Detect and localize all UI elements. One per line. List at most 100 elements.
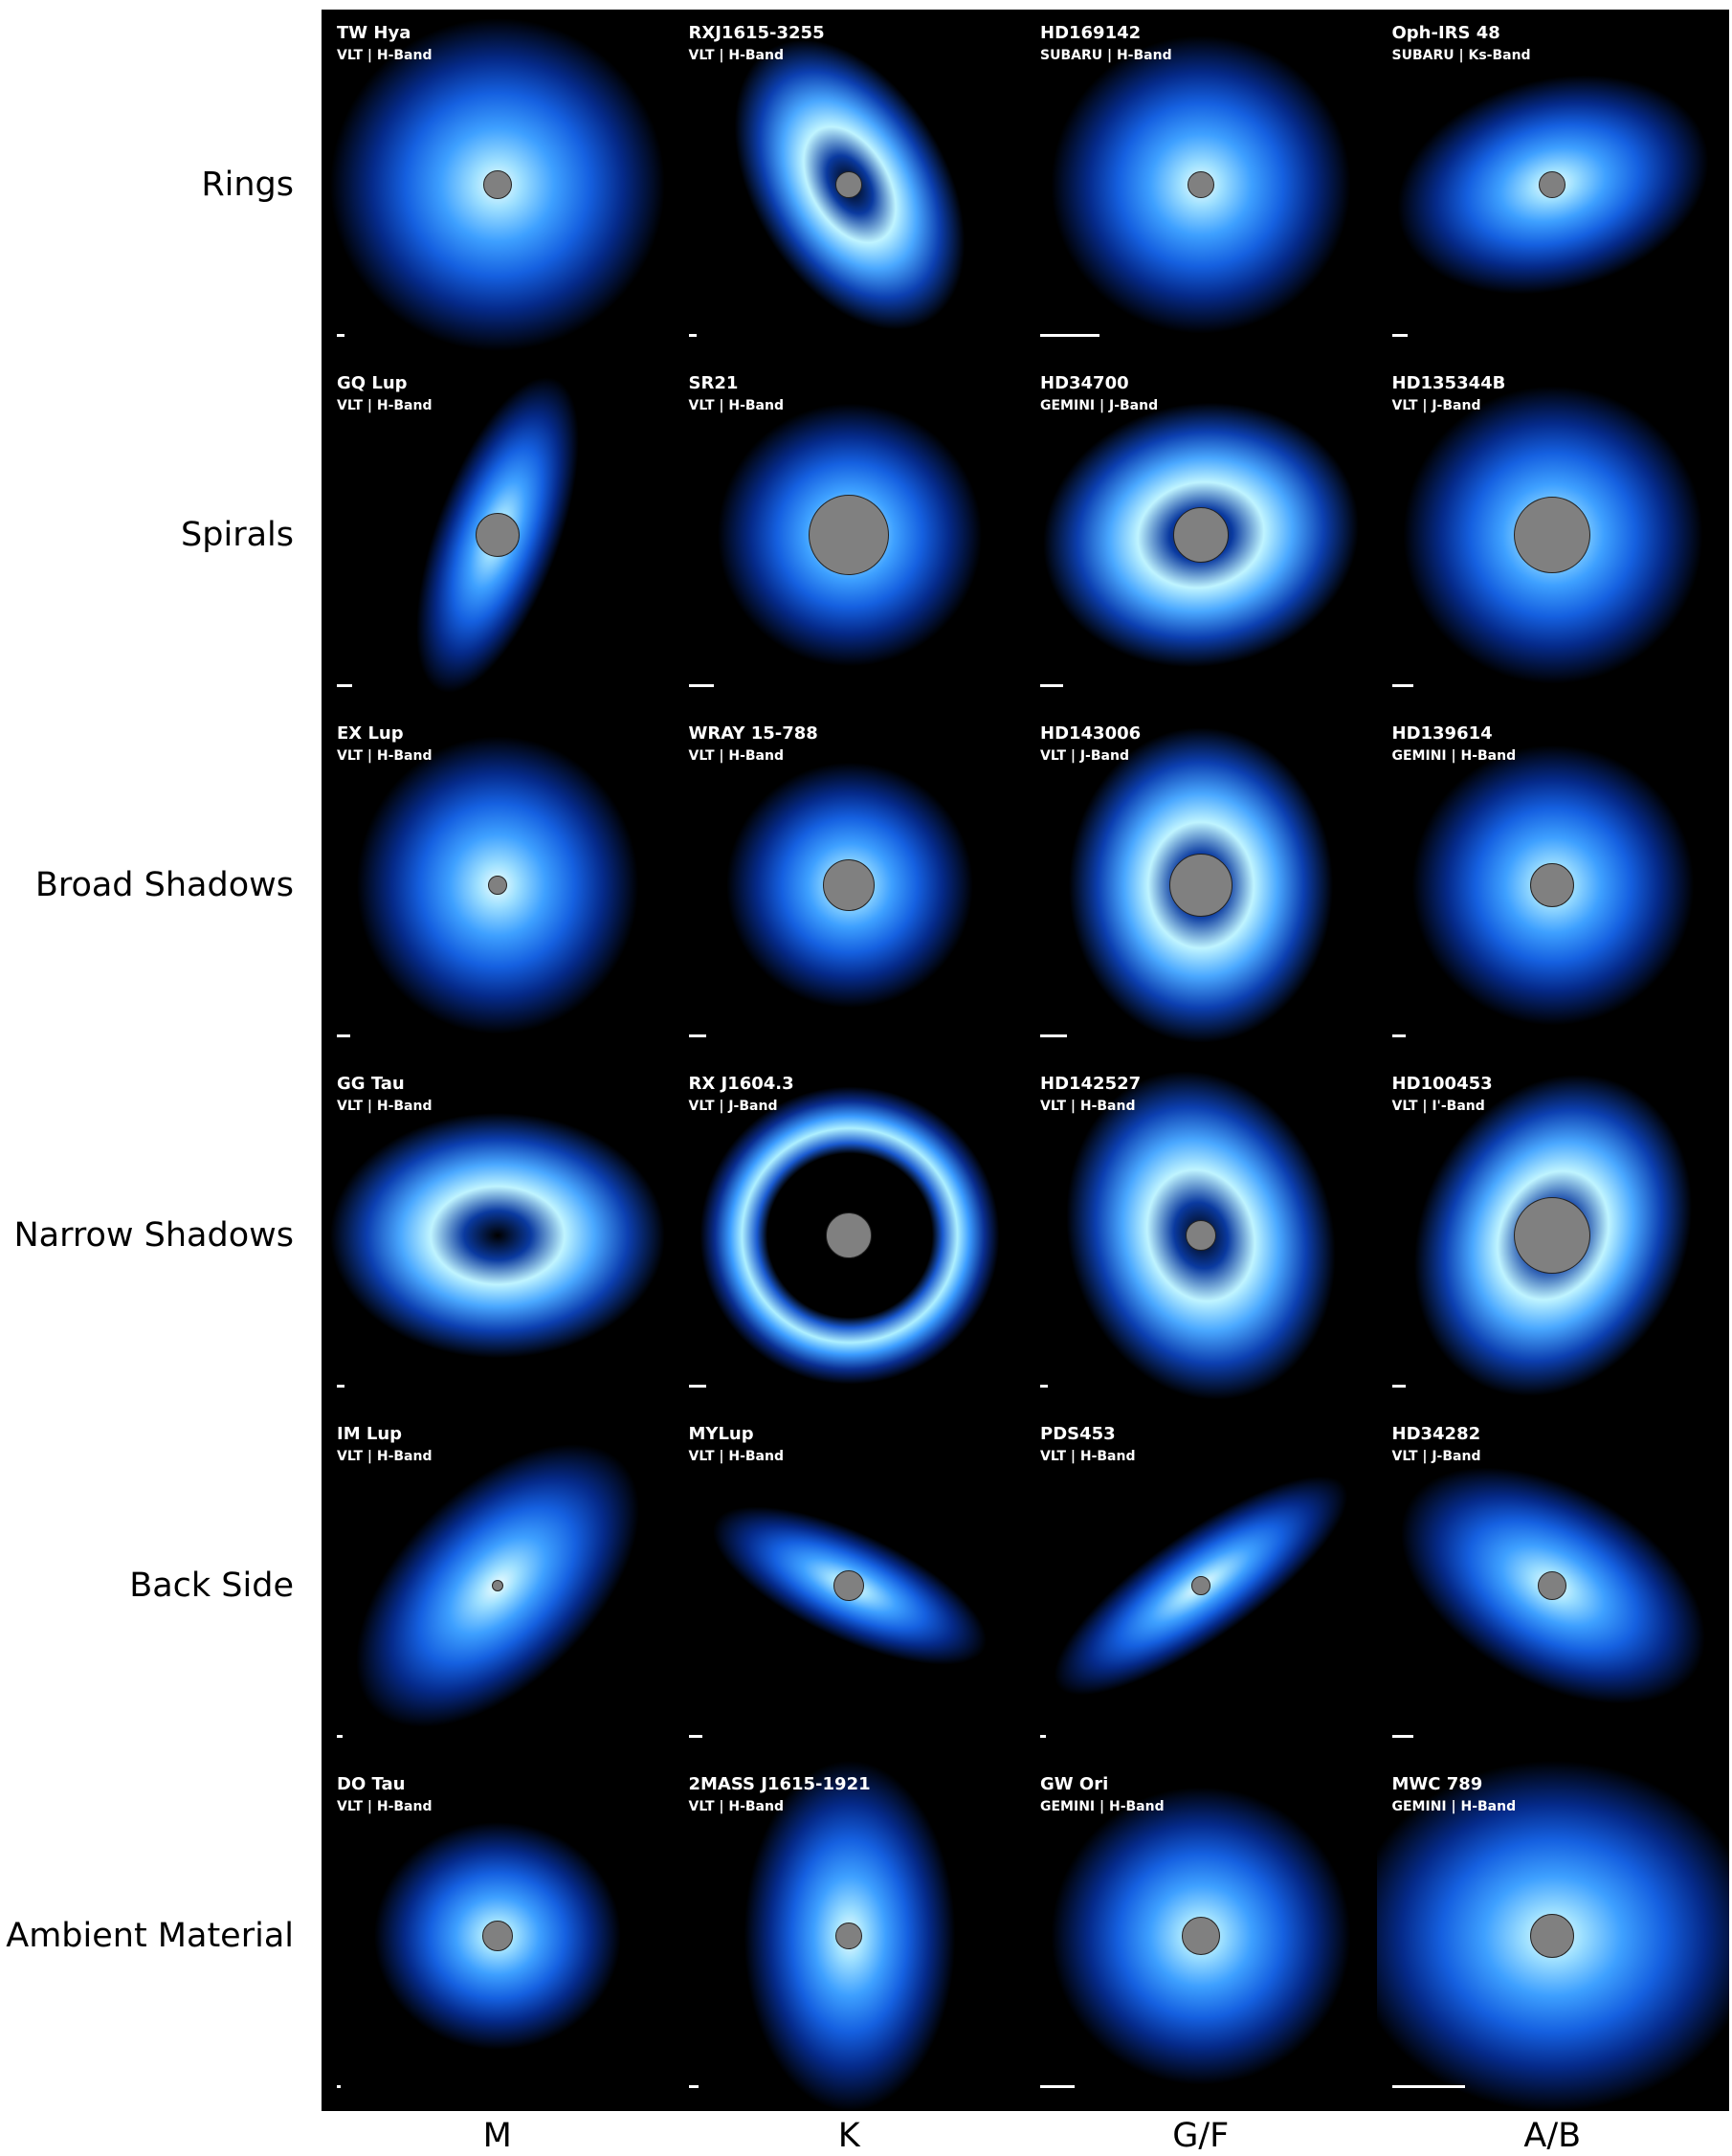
row-label: Narrow Shadows bbox=[13, 1216, 294, 1255]
instrument-band: GEMINI | H-Band bbox=[1391, 1799, 1517, 1814]
coronagraph-mask bbox=[1514, 1197, 1591, 1274]
scale-bar bbox=[1040, 684, 1063, 687]
row-label: Rings bbox=[201, 166, 294, 204]
scale-bar bbox=[688, 1735, 702, 1738]
image-panel: Oph-IRS 48 SUBARU | Ks-Band bbox=[1376, 10, 1729, 360]
target-name: HD169142 bbox=[1040, 23, 1142, 43]
scale-bar bbox=[1040, 1735, 1046, 1738]
coronagraph-mask bbox=[1530, 1914, 1575, 1958]
instrument-band: GEMINI | H-Band bbox=[1391, 748, 1517, 764]
scale-bar bbox=[1040, 1385, 1048, 1388]
coronagraph-mask bbox=[809, 495, 890, 575]
target-name: Oph-IRS 48 bbox=[1391, 23, 1500, 43]
scale-bar bbox=[337, 684, 352, 687]
scale-bar bbox=[1040, 334, 1099, 337]
target-name: GQ Lup bbox=[337, 373, 408, 393]
scale-bar bbox=[1391, 1735, 1413, 1738]
image-panel: RX J1604.3 VLT | J-Band bbox=[673, 1060, 1026, 1411]
coronagraph-mask bbox=[487, 876, 507, 895]
target-name: GW Ori bbox=[1040, 1774, 1109, 1794]
coronagraph-mask bbox=[826, 1212, 873, 1258]
target-name: MWC 789 bbox=[1391, 1774, 1483, 1794]
target-name: 2MASS J1615-1921 bbox=[688, 1774, 871, 1794]
row-label: Back Side bbox=[129, 1567, 294, 1605]
instrument-band: VLT | H-Band bbox=[1040, 1449, 1136, 1464]
image-panel: HD143006 VLT | J-Band bbox=[1025, 710, 1377, 1060]
coronagraph-mask bbox=[491, 1580, 503, 1591]
coronagraph-mask bbox=[1181, 1917, 1220, 1955]
image-panel: HD100453 VLT | I'-Band bbox=[1376, 1060, 1729, 1411]
coronagraph-mask bbox=[482, 170, 512, 199]
instrument-band: VLT | H-Band bbox=[688, 398, 784, 413]
image-panel: HD169142 SUBARU | H-Band bbox=[1025, 10, 1377, 360]
target-name: HD142527 bbox=[1040, 1074, 1142, 1094]
target-name: SR21 bbox=[688, 373, 739, 393]
instrument-band: VLT | H-Band bbox=[688, 48, 784, 63]
image-panel: MWC 789 GEMINI | H-Band bbox=[1376, 1761, 1729, 2111]
coronagraph-mask bbox=[833, 1570, 865, 1601]
instrument-band: VLT | J-Band bbox=[1391, 1449, 1481, 1464]
target-name: HD34700 bbox=[1040, 373, 1129, 393]
instrument-band: SUBARU | Ks-Band bbox=[1391, 48, 1531, 63]
image-panel: HD34282 VLT | J-Band bbox=[1376, 1411, 1729, 1761]
coronagraph-mask bbox=[1172, 507, 1229, 563]
coronagraph-mask bbox=[835, 171, 863, 198]
coronagraph-mask bbox=[1168, 854, 1232, 917]
instrument-band: VLT | H-Band bbox=[688, 1449, 784, 1464]
instrument-band: VLT | H-Band bbox=[337, 48, 433, 63]
scale-bar bbox=[688, 1385, 706, 1388]
image-panel: WRAY 15-788 VLT | H-Band bbox=[673, 710, 1026, 1060]
scale-bar bbox=[688, 334, 697, 337]
scale-bar bbox=[1391, 684, 1413, 687]
coronagraph-mask bbox=[1514, 497, 1591, 573]
instrument-band: GEMINI | J-Band bbox=[1040, 398, 1159, 413]
image-panel: GG Tau VLT | H-Band bbox=[322, 1060, 674, 1411]
scale-bar bbox=[1040, 2085, 1075, 2088]
image-panel: HD142527 VLT | H-Band bbox=[1025, 1060, 1377, 1411]
row-label: Broad Shadows bbox=[34, 866, 294, 904]
image-panel: HD139614 GEMINI | H-Band bbox=[1376, 710, 1729, 1060]
coronagraph-mask bbox=[1538, 1571, 1567, 1600]
target-name: HD143006 bbox=[1040, 723, 1142, 744]
scale-bar bbox=[337, 1034, 350, 1037]
image-panel: TW Hya VLT | H-Band bbox=[322, 10, 674, 360]
coronagraph-mask bbox=[823, 859, 876, 911]
target-name: RX J1604.3 bbox=[688, 1074, 794, 1094]
instrument-band: VLT | H-Band bbox=[688, 1799, 784, 1814]
coronagraph-mask bbox=[835, 1923, 863, 1949]
instrument-band: VLT | J-Band bbox=[1040, 748, 1129, 764]
image-panel: GQ Lup VLT | H-Band bbox=[322, 360, 674, 710]
disk-image bbox=[330, 1112, 665, 1359]
target-name: HD34282 bbox=[1391, 1424, 1481, 1444]
target-name: EX Lup bbox=[337, 723, 404, 744]
instrument-band: VLT | H-Band bbox=[337, 1449, 433, 1464]
scale-bar bbox=[1391, 1385, 1406, 1388]
coronagraph-mask bbox=[1530, 863, 1575, 907]
scale-bar bbox=[337, 1385, 344, 1388]
coronagraph-mask bbox=[481, 1921, 513, 1951]
scale-bar bbox=[337, 1735, 343, 1738]
instrument-band: GEMINI | H-Band bbox=[1040, 1799, 1165, 1814]
image-panel: EX Lup VLT | H-Band bbox=[322, 710, 674, 1060]
scale-bar bbox=[1391, 1034, 1406, 1037]
instrument-band: VLT | J-Band bbox=[688, 1099, 778, 1114]
coronagraph-mask bbox=[1190, 1576, 1210, 1595]
target-name: GG Tau bbox=[337, 1074, 405, 1094]
instrument-band: VLT | H-Band bbox=[337, 1099, 433, 1114]
column-label: M bbox=[482, 2117, 512, 2155]
target-name: MYLup bbox=[688, 1424, 754, 1444]
image-panel: RXJ1615-3255 VLT | H-Band bbox=[673, 10, 1026, 360]
instrument-band: VLT | H-Band bbox=[1040, 1099, 1136, 1114]
row-label: Ambient Material bbox=[6, 1917, 294, 1955]
target-name: HD139614 bbox=[1391, 723, 1493, 744]
target-name: DO Tau bbox=[337, 1774, 406, 1794]
target-name: WRAY 15-788 bbox=[688, 723, 818, 744]
instrument-band: VLT | J-Band bbox=[1391, 398, 1481, 413]
instrument-band: VLT | H-Band bbox=[337, 398, 433, 413]
instrument-band: SUBARU | H-Band bbox=[1040, 48, 1172, 63]
image-panel: GW Ori GEMINI | H-Band bbox=[1025, 1761, 1377, 2111]
column-label: G/F bbox=[1172, 2117, 1230, 2155]
scale-bar bbox=[1040, 1034, 1067, 1037]
scale-bar bbox=[1391, 2085, 1465, 2088]
